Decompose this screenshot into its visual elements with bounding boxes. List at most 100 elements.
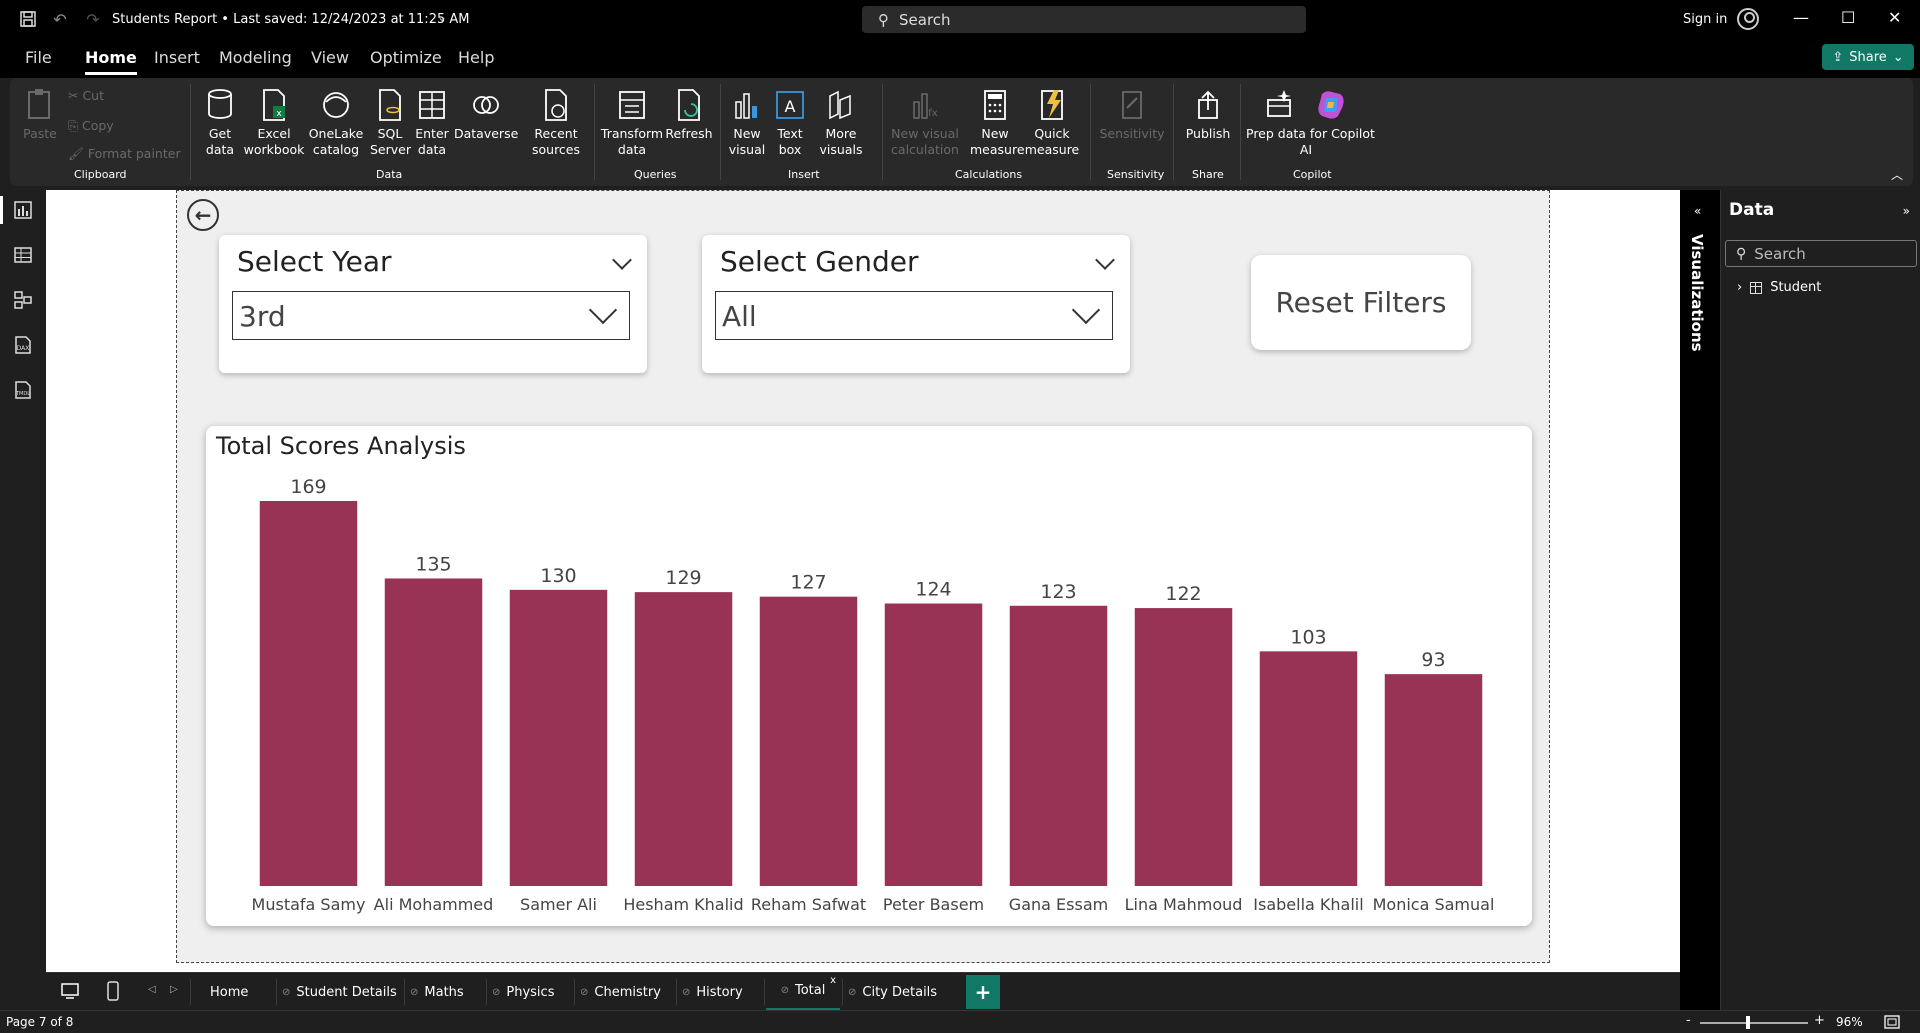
- menu-optimize[interactable]: Optimize: [370, 48, 442, 67]
- total-scores-chart[interactable]: 169 Mustafa Samy 135 Ali Mohammed 130 Samer A…: [206, 426, 1532, 926]
- bar-lina-mahmoud[interactable]: [1134, 608, 1233, 886]
- year-dropdown[interactable]: 3rd: [232, 291, 630, 340]
- expand-left-icon[interactable]: «: [1694, 204, 1702, 218]
- sensitivity-button[interactable]: Sensitivity: [1098, 88, 1166, 142]
- new-visual-button[interactable]: New visual: [726, 88, 768, 158]
- dataverse-button[interactable]: Dataverse: [454, 88, 518, 142]
- menu-modeling[interactable]: Modeling: [219, 48, 292, 67]
- publish-button[interactable]: Publish: [1182, 88, 1234, 142]
- menu-home[interactable]: Home: [85, 48, 137, 75]
- zoom-in-icon[interactable]: +: [1814, 1013, 1825, 1028]
- tab-separator: [574, 979, 575, 1005]
- tab-home[interactable]: Home: [210, 973, 248, 1011]
- scroll-right-icon[interactable]: ▷: [170, 984, 178, 995]
- data-search-placeholder: Search: [1754, 244, 1806, 263]
- sql-server-button[interactable]: SQL Server: [370, 88, 411, 158]
- chevron-down-icon[interactable]: [612, 250, 632, 270]
- redo-icon[interactable]: ↷: [86, 9, 100, 29]
- back-arrow-icon[interactable]: ←: [187, 199, 219, 231]
- transform-data-button[interactable]: Transform data: [600, 88, 664, 158]
- avatar-icon[interactable]: [1737, 8, 1759, 30]
- bar-hesham-khalid[interactable]: [634, 592, 733, 886]
- tab-city-details[interactable]: ⊘ City Details: [848, 973, 937, 1011]
- bar-isabella-khalil[interactable]: [1259, 651, 1358, 886]
- prep-data-copilot-button[interactable]: Prep data for Copilot AI: [1246, 88, 1375, 158]
- tab-physics[interactable]: ⊘ Physics: [492, 973, 554, 1011]
- visualizations-pane-collapsed[interactable]: « Visualizations: [1680, 190, 1720, 1010]
- zoom-slider-track[interactable]: [1700, 1022, 1808, 1024]
- undo-icon[interactable]: ↶: [53, 9, 67, 29]
- bar-monica-samual[interactable]: [1384, 674, 1483, 886]
- collapse-right-icon[interactable]: »: [1902, 204, 1910, 218]
- gender-dropdown[interactable]: All: [715, 291, 1113, 340]
- bar-mustafa-samy[interactable]: [259, 501, 358, 886]
- mobile-layout-icon[interactable]: [106, 981, 120, 1005]
- ribbon-separator: [190, 84, 191, 180]
- view-switcher-rail: DAX TMDL: [0, 186, 46, 1006]
- menu-file[interactable]: File: [25, 48, 52, 67]
- menu-help[interactable]: Help: [458, 48, 495, 67]
- visualizations-label[interactable]: Visualizations: [1688, 234, 1706, 352]
- tab-total[interactable]: ⊘ Total x: [766, 973, 840, 1011]
- dax-query-view-icon[interactable]: DAX: [12, 335, 34, 357]
- maximize-icon[interactable]: ☐: [1841, 8, 1856, 27]
- zoom-slider-thumb[interactable]: [1746, 1016, 1750, 1029]
- report-view-icon[interactable]: [12, 200, 34, 222]
- bar-peter-basem[interactable]: [884, 603, 983, 886]
- scroll-left-icon[interactable]: ◁: [148, 984, 156, 995]
- onelake-catalog-button[interactable]: OneLake catalog: [306, 88, 366, 158]
- dataverse-label: Dataverse: [454, 126, 519, 141]
- tab-history[interactable]: ⊘ History: [682, 973, 743, 1011]
- bar-samer-ali[interactable]: [509, 589, 608, 886]
- tab-maths[interactable]: ⊘ Maths: [410, 973, 464, 1011]
- paste-button[interactable]: Paste: [20, 88, 60, 142]
- bar-chart-svg: 169 Mustafa Samy 135 Ali Mohammed 130 Samer A…: [252, 476, 1495, 914]
- tree-item-student[interactable]: › Student: [1737, 280, 1821, 295]
- excel-workbook-button[interactable]: x Excel workbook: [242, 88, 306, 158]
- new-visual-calculation-button[interactable]: fx New visual calculation: [888, 88, 962, 158]
- recent-sources-button[interactable]: Recent sources: [524, 88, 588, 158]
- global-search-input[interactable]: ⚲ Search: [862, 6, 1306, 33]
- reset-filters-button[interactable]: Reset Filters: [1251, 255, 1471, 350]
- fit-to-page-icon[interactable]: [1884, 1014, 1900, 1033]
- desktop-layout-icon[interactable]: [60, 981, 80, 1005]
- tmdl-view-icon[interactable]: TMDL: [12, 380, 34, 402]
- tab-chemistry[interactable]: ⊘ Chemistry: [580, 973, 661, 1011]
- minimize-icon[interactable]: —: [1793, 8, 1809, 27]
- more-visuals-button[interactable]: More visuals: [814, 88, 868, 158]
- add-page-button[interactable]: +: [966, 975, 1000, 1009]
- cut-button[interactable]: ✂ Cut: [68, 88, 105, 103]
- format-painter-button[interactable]: 🖌 Format painter: [68, 146, 181, 161]
- refresh-button[interactable]: Refresh: [664, 88, 714, 142]
- bar-reham-safwat[interactable]: [759, 596, 858, 886]
- copy-button[interactable]: ⎘ Copy: [68, 118, 114, 133]
- enter-data-button[interactable]: Enter data: [414, 88, 450, 158]
- sign-in-link[interactable]: Sign in: [1683, 12, 1728, 27]
- close-tab-icon[interactable]: x: [830, 975, 836, 986]
- onelake-icon: [323, 92, 349, 118]
- zoom-out-icon[interactable]: -: [1686, 1013, 1691, 1028]
- model-view-icon[interactable]: [12, 290, 34, 312]
- group-label-calculations: Calculations: [955, 168, 1023, 181]
- collapse-ribbon-icon[interactable]: ︿: [1890, 168, 1903, 182]
- chevron-down-icon[interactable]: ⌄: [437, 10, 448, 24]
- bar-ali-mohammed[interactable]: [384, 578, 483, 886]
- svg-text:fx: fx: [928, 108, 938, 119]
- get-data-button[interactable]: Get data: [198, 88, 242, 158]
- chevron-down-icon[interactable]: [1095, 250, 1115, 270]
- text-box-icon: A: [776, 91, 804, 119]
- menu-insert[interactable]: Insert: [154, 48, 200, 67]
- share-button[interactable]: ⇪ Share ⌄: [1822, 44, 1914, 70]
- new-measure-button[interactable]: New measure: [970, 88, 1025, 158]
- close-icon[interactable]: ✕: [1888, 8, 1902, 27]
- data-search-input[interactable]: ⚲ Search: [1725, 240, 1917, 267]
- chevron-right-icon[interactable]: ›: [1737, 280, 1743, 295]
- tab-student-details[interactable]: ⊘ Student Details: [282, 973, 397, 1011]
- quick-measure-button[interactable]: Quick measure: [1024, 88, 1080, 158]
- category-label: Isabella Khalil: [1253, 895, 1363, 914]
- save-icon[interactable]: [18, 9, 38, 29]
- table-view-icon[interactable]: [12, 245, 34, 267]
- bar-gana-essam[interactable]: [1009, 605, 1108, 886]
- menu-view[interactable]: View: [311, 48, 349, 67]
- text-box-button[interactable]: A Text box: [772, 88, 808, 158]
